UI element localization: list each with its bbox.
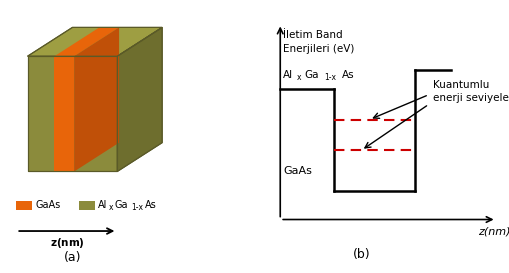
Text: z(nm): z(nm) <box>476 226 509 236</box>
Text: Ga: Ga <box>115 200 128 210</box>
Text: As: As <box>341 70 354 81</box>
Text: Ga: Ga <box>304 70 319 81</box>
FancyBboxPatch shape <box>16 201 32 210</box>
Text: Kuantumlu: Kuantumlu <box>432 80 488 90</box>
Text: 1-x: 1-x <box>323 73 335 82</box>
Polygon shape <box>74 27 119 171</box>
Text: x: x <box>108 203 113 212</box>
Text: As: As <box>145 200 157 210</box>
Text: x: x <box>297 73 301 82</box>
Text: (a): (a) <box>64 251 81 265</box>
Text: $\mathbf{z(nm)}$: $\mathbf{z(nm)}$ <box>50 236 84 250</box>
Text: İletim Band: İletim Band <box>282 30 342 40</box>
Text: Al: Al <box>282 70 293 81</box>
FancyBboxPatch shape <box>79 201 95 210</box>
Text: GaAs: GaAs <box>35 200 61 210</box>
Text: (b): (b) <box>352 248 370 261</box>
Polygon shape <box>117 27 162 171</box>
Polygon shape <box>54 27 119 56</box>
Polygon shape <box>27 27 162 56</box>
Text: enerji seviyeleri: enerji seviyeleri <box>432 93 509 103</box>
Polygon shape <box>54 56 74 171</box>
Text: 1-x: 1-x <box>130 203 143 212</box>
Text: GaAs: GaAs <box>282 167 311 176</box>
Text: Enerjileri (eV): Enerjileri (eV) <box>282 43 354 54</box>
Text: Al: Al <box>98 200 107 210</box>
Polygon shape <box>27 56 117 171</box>
